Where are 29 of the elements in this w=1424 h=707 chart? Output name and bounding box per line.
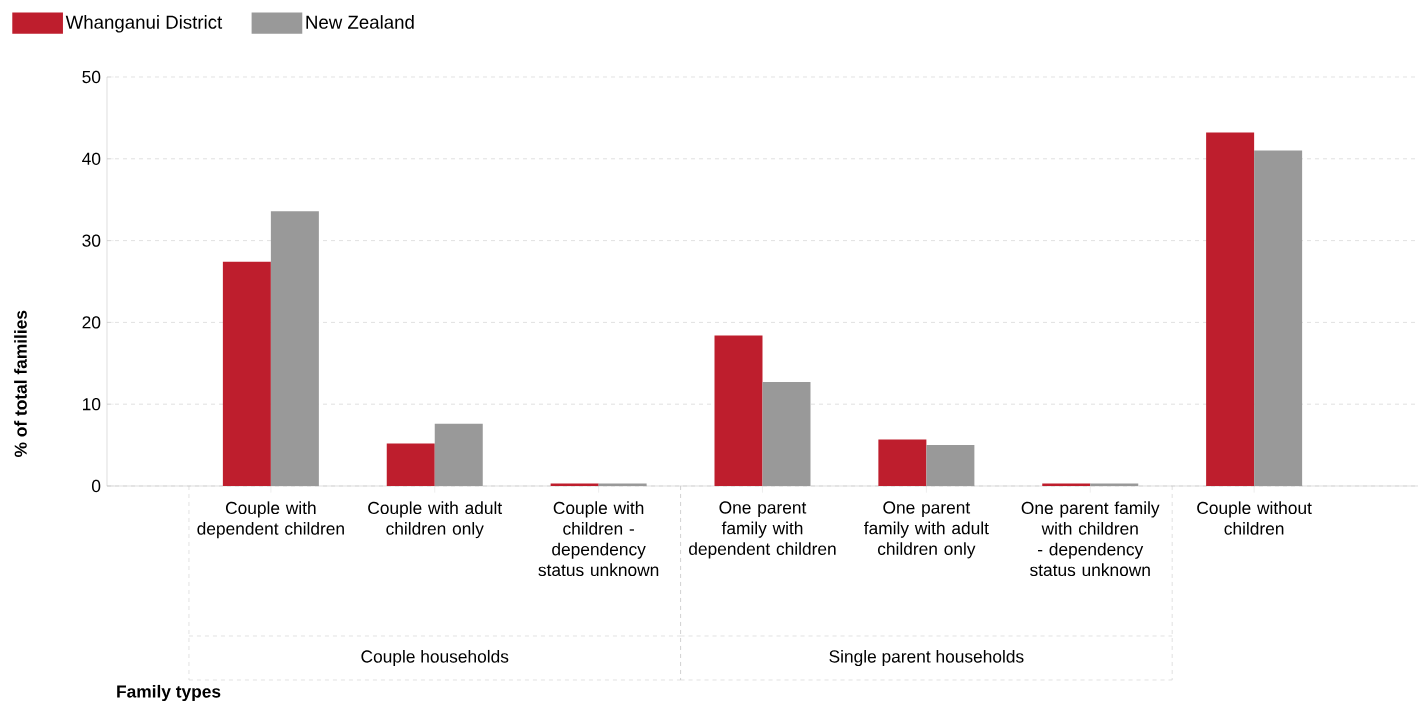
x-tick-label: One parent family with dependent children	[689, 501, 836, 559]
legend-label: New Zealand	[306, 15, 414, 29]
x-tick-label: One parent family with children - dependency status unknown	[1021, 501, 1160, 577]
bar	[386, 443, 435, 486]
bar	[878, 439, 927, 486]
bar	[926, 445, 975, 486]
y-tick-label: 20	[82, 316, 101, 329]
text: Couple households	[361, 649, 509, 667]
x-tick-label: Couple with dependent children	[197, 501, 344, 539]
text: Family types	[117, 684, 221, 702]
y-tick-label: 50	[82, 70, 101, 84]
bar	[1254, 150, 1303, 486]
bar	[434, 423, 483, 486]
x-tick-label: Couple with children - dependency status unknown	[538, 501, 659, 577]
bar	[1206, 132, 1255, 486]
y-tick-label: 10	[82, 398, 101, 411]
y-tick-label: 30	[82, 234, 101, 247]
legend-label: Whanganui District	[65, 15, 223, 33]
y-axis-title: % of total families	[14, 310, 27, 457]
bar	[762, 382, 811, 486]
x-tick-label: One parent family with adult children only	[864, 501, 989, 559]
bar	[222, 261, 271, 486]
x-tick-label: Couple without children	[1197, 501, 1312, 535]
x-tick-label: Couple with adult children only	[368, 501, 503, 539]
text: Single parent households	[829, 649, 1024, 667]
y-tick-label: 40	[82, 152, 101, 165]
bar	[714, 335, 763, 486]
bar	[270, 211, 319, 486]
y-tick-label: 0	[91, 479, 101, 493]
